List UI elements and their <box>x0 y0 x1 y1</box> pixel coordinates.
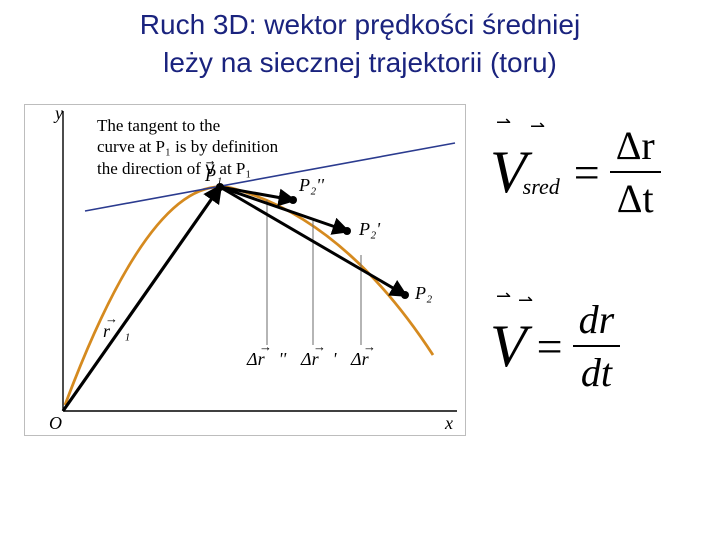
tangent-annotation: The tangent to the curve at P₁ is by def… <box>97 115 278 179</box>
label-p2p: P₂' <box>359 219 380 240</box>
annotation-line-2: curve at P₁ is by definition <box>97 136 278 157</box>
eq-inst-num: dr <box>573 294 621 345</box>
eq-avg-num: Δr <box>616 123 655 168</box>
label-drp: →Δr⃗' <box>301 349 336 370</box>
equation-instant-velocity: ⇀ V = ⇀ dr dt <box>490 294 705 398</box>
eq-inst-den: dt <box>573 347 621 398</box>
slide-title: Ruch 3D: wektor prędkości średniej leży … <box>0 6 720 82</box>
label-p2pp: P₂'' <box>299 175 324 196</box>
vec-arrow-icon: ⇀ <box>530 116 545 137</box>
eq-inst-lhs: V <box>490 312 527 381</box>
label-dr: →Δr⃗ <box>351 349 383 370</box>
label-drpp: →Δr⃗'' <box>247 349 286 370</box>
label-p2: P₂ <box>415 283 432 304</box>
eq-avg-sub: sred <box>523 174 560 199</box>
vec-arrow-icon: ⇀ <box>496 112 511 133</box>
annotation-line-3: the direction of v⃗ at P₁ <box>97 158 278 179</box>
vector-r1 <box>63 187 220 411</box>
equals-sign: = <box>537 320 563 373</box>
point-p2p <box>343 227 351 235</box>
label-p1: P₁ <box>205 165 222 186</box>
x-axis-label: x <box>445 413 453 434</box>
label-r1: →r⃗₁ <box>103 321 130 342</box>
vec-arrow-icon: ⇀ <box>496 286 511 307</box>
equation-average-velocity: ⇀ Vsred = ⇀ Δr Δt <box>490 120 705 224</box>
equations-area: ⇀ Vsred = ⇀ Δr Δt ⇀ V = ⇀ dr dt <box>490 120 705 468</box>
annotation-line-1: The tangent to the <box>97 115 278 136</box>
origin-label: O <box>49 413 62 434</box>
eq-avg-den: Δt <box>617 176 654 221</box>
vec-arrow-icon: ⇀ <box>518 290 533 311</box>
equals-sign: = <box>574 146 600 199</box>
title-line-1: Ruch 3D: wektor prędkości średniej <box>0 6 720 44</box>
diagram-frame: The tangent to the curve at P₁ is by def… <box>24 104 466 436</box>
eq-avg-lhs: V <box>490 138 527 207</box>
eq-inst-frac: ⇀ dr dt <box>573 294 621 398</box>
eq-avg-frac: ⇀ Δr Δt <box>610 120 661 224</box>
y-axis-label: y <box>55 103 63 124</box>
title-line-2: leży na siecznej trajektorii (toru) <box>0 44 720 82</box>
point-p2 <box>401 291 409 299</box>
point-p2pp <box>289 196 297 204</box>
